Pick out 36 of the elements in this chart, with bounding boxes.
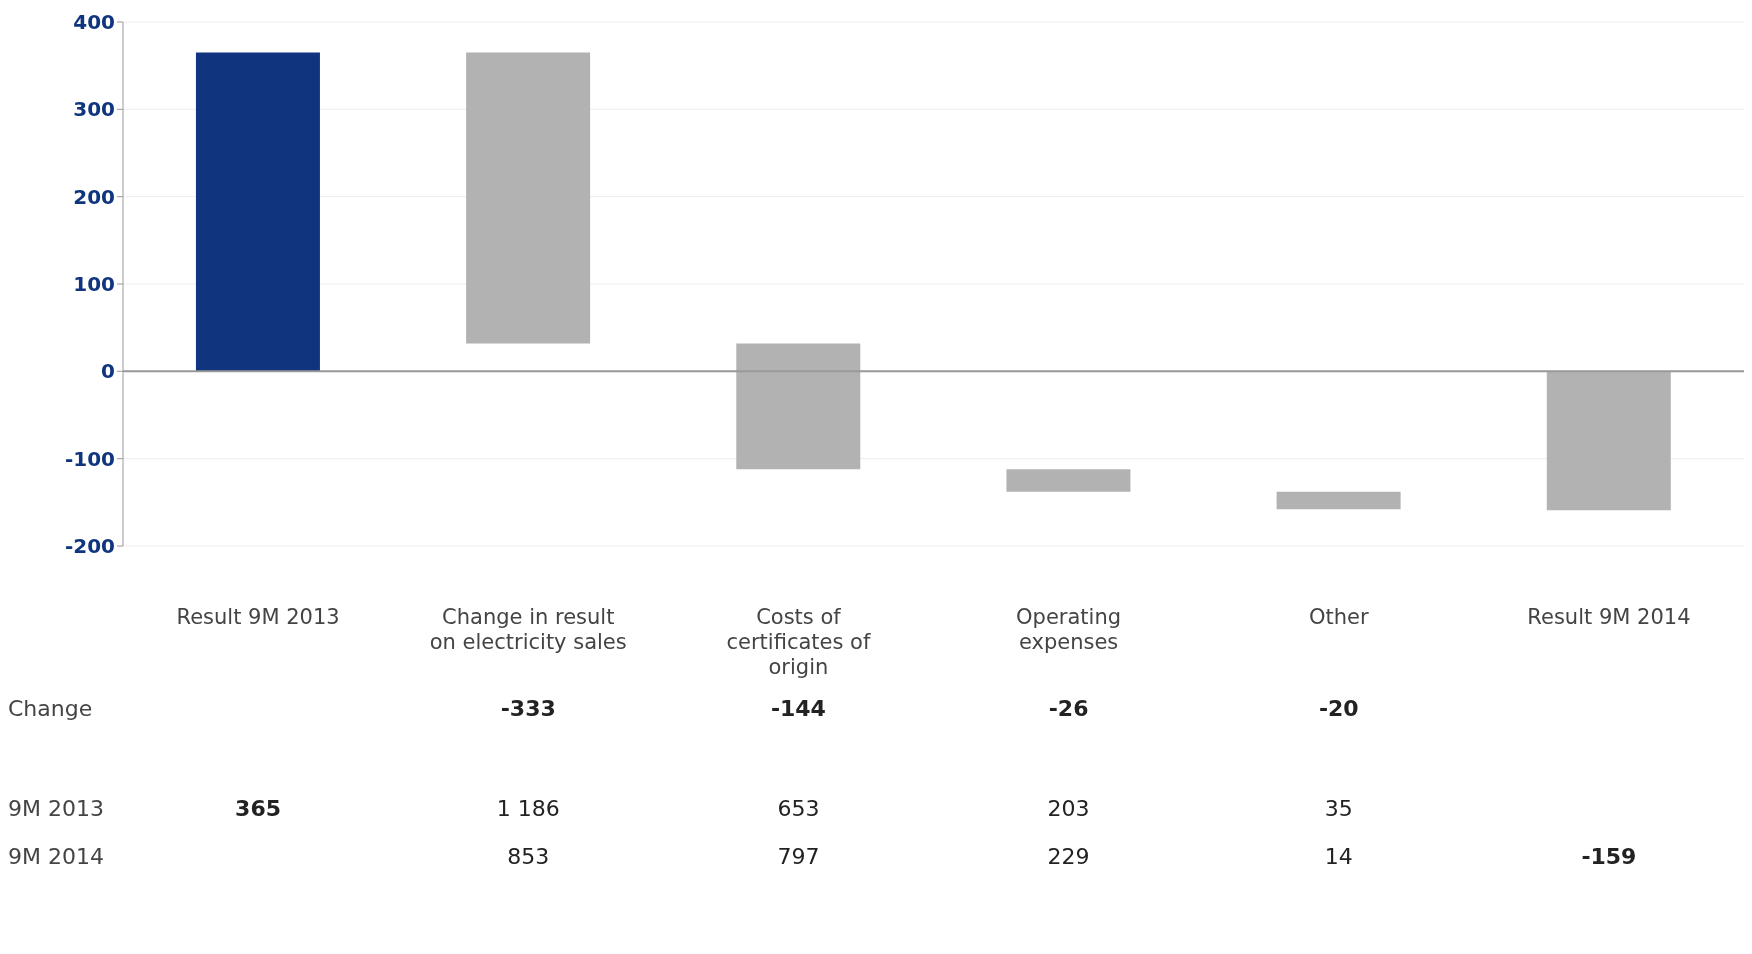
text: Change	[8, 696, 93, 721]
y-tick-label: 400	[73, 10, 115, 35]
bar	[466, 52, 591, 344]
text: 229	[1046, 844, 1091, 869]
data-label: -333	[499, 696, 557, 721]
text: 9M 2014	[8, 844, 104, 869]
text: 653	[776, 796, 821, 821]
data-label: -26	[1047, 696, 1090, 721]
text: 203	[1046, 796, 1091, 821]
text: 9M 2013	[8, 796, 104, 821]
bar	[1276, 491, 1401, 510]
bar	[195, 52, 320, 372]
y-tick-label: 100	[73, 272, 115, 297]
text: 35	[1323, 796, 1354, 821]
data-label: -20	[1317, 696, 1360, 721]
x-tick-label: Other	[1308, 605, 1369, 629]
x-tick-label: Change in result on electricity sales	[429, 605, 627, 654]
text: 1 186	[495, 796, 561, 821]
text: 853	[506, 844, 551, 869]
y-tick-label: 300	[73, 97, 115, 122]
y-tick-label: 200	[73, 184, 115, 209]
y-tick-label: -100	[64, 446, 115, 471]
text: 365	[234, 796, 283, 821]
bar	[736, 343, 861, 470]
x-tick-label: Result 9M 2014	[1527, 605, 1691, 629]
x-tick-label: Operating expenses	[1016, 605, 1122, 654]
bar	[1546, 371, 1671, 511]
text: 14	[1323, 844, 1354, 869]
y-tick-label: 0	[101, 359, 115, 384]
bar	[1006, 469, 1131, 492]
text: 797	[776, 844, 821, 869]
y-tick-label: -200	[64, 534, 115, 559]
x-tick-label: Costs of certificates of origin	[726, 605, 871, 679]
data-label: -144	[769, 696, 827, 721]
text: -159	[1580, 844, 1638, 869]
x-tick-label: Result 9M 2013	[176, 605, 340, 629]
